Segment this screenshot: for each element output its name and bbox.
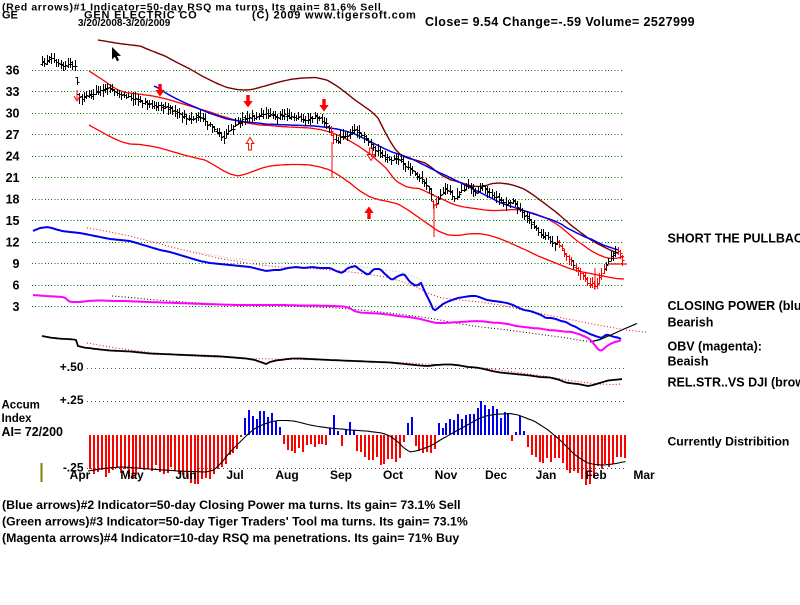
svg-text:30: 30: [6, 107, 20, 121]
svg-text:Close= 9.54 Change=-.59 Volu: Close= 9.54 Change=-.59 Volume= 2527999: [425, 15, 695, 29]
svg-text:Jun: Jun: [175, 468, 196, 482]
svg-text:OBV (magenta):: OBV (magenta):: [668, 340, 762, 354]
svg-text:Index: Index: [2, 413, 33, 425]
svg-text:(C) 2009 www.tigersoft.com: (C) 2009 www.tigersoft.com: [252, 10, 417, 22]
svg-text:+.50: +.50: [60, 360, 84, 374]
svg-text:Oct: Oct: [383, 468, 403, 482]
svg-text:9: 9: [13, 257, 20, 271]
svg-text:Currently Distribition: Currently Distribition: [668, 435, 790, 449]
svg-text:May: May: [120, 468, 144, 482]
svg-text:REL.STR..VS DJI (brow: REL.STR..VS DJI (brow: [668, 376, 800, 390]
svg-text:+.25: +.25: [60, 393, 84, 407]
svg-text:Accum: Accum: [2, 399, 40, 411]
svg-text:Nov: Nov: [435, 468, 458, 482]
svg-text:Jan: Jan: [536, 468, 557, 482]
svg-text:(Blue arrows)#2 Indicator=50-d: (Blue arrows)#2 Indicator=50-day Closing…: [2, 498, 461, 512]
svg-text:Bearish: Bearish: [668, 316, 714, 330]
svg-text:GE: GE: [2, 10, 18, 22]
svg-text:27: 27: [6, 128, 20, 142]
svg-text:CLOSING POWER (blue: CLOSING POWER (blue: [668, 299, 800, 313]
svg-text:36: 36: [6, 64, 20, 78]
svg-text:SHORT THE PULLBACK: SHORT THE PULLBACK: [668, 232, 800, 246]
svg-text:15: 15: [6, 214, 20, 228]
svg-text:(Magenta arrows)#4 Indicator=1: (Magenta arrows)#4 Indicator=10-day RSQ …: [2, 531, 459, 545]
svg-text:3/20/2008-3/20/2009: 3/20/2008-3/20/2009: [78, 18, 171, 29]
svg-text:AI= 72/200: AI= 72/200: [2, 425, 64, 439]
svg-text:(Green arrows)#3 Indicator=50-: (Green arrows)#3 Indicator=50-day Tiger …: [2, 515, 468, 529]
svg-text:12: 12: [6, 236, 20, 250]
svg-text:24: 24: [6, 150, 20, 164]
svg-text:Apr: Apr: [70, 468, 91, 482]
svg-text:33: 33: [6, 85, 20, 99]
svg-text:Sep: Sep: [330, 468, 352, 482]
svg-text:6: 6: [13, 279, 20, 293]
svg-text:Jul: Jul: [226, 468, 243, 482]
svg-text:Feb: Feb: [585, 468, 606, 482]
svg-text:Dec: Dec: [485, 468, 507, 482]
svg-text:Mar: Mar: [633, 468, 655, 482]
svg-text:18: 18: [6, 193, 20, 207]
svg-text:Beaish: Beaish: [668, 355, 709, 369]
svg-text:3: 3: [13, 300, 20, 314]
svg-text:Aug: Aug: [275, 468, 298, 482]
svg-text:21: 21: [6, 171, 20, 185]
